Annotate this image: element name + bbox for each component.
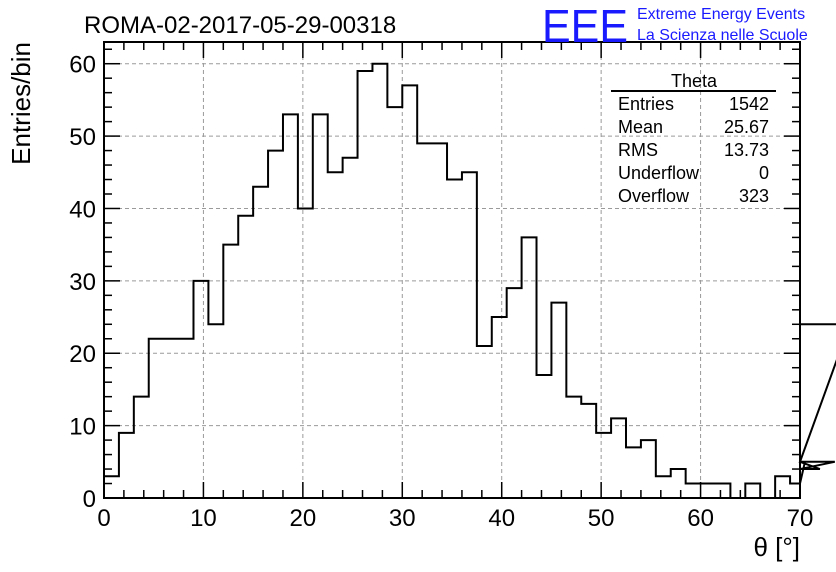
x-tick-label-10: 10	[190, 505, 217, 532]
y-tick-label-40: 40	[69, 196, 96, 223]
stats-label-rms: RMS	[618, 140, 658, 160]
stats-value-mean: 25.67	[724, 117, 769, 137]
x-tick-label-0: 0	[97, 505, 110, 532]
stats-label-underflow: Underflow	[618, 163, 700, 183]
y-tick-label-50: 50	[69, 124, 96, 151]
x-axis-label: θ [°]	[753, 532, 800, 562]
y-tick-label-30: 30	[69, 269, 96, 296]
stats-label-entries: Entries	[618, 94, 674, 114]
x-tick-label-20: 20	[290, 505, 317, 532]
logo-line2: La Scienza nelle Scuole	[637, 27, 808, 44]
y-axis-label: Entries/bin	[6, 42, 36, 165]
stats-value-entries: 1542	[729, 94, 769, 114]
stats-rows: Entries 1542 Mean 25.67 RMS 13.73 Underflow 0 Ov…	[618, 94, 769, 206]
stats-box: Theta Entries 1542 Mean 25.67 RMS 13.73 Underf…	[611, 71, 776, 206]
grid-lines	[104, 42, 800, 498]
chart-title: ROMA-02-2017-05-29-00318	[84, 12, 396, 39]
axis-ticks	[103, 42, 801, 499]
y-tick-label-60: 60	[69, 52, 96, 79]
eee-logo-icon: EEE	[542, 0, 628, 52]
logo-line1: Extreme Energy Events	[637, 6, 805, 23]
y-tick-label-20: 20	[69, 341, 96, 368]
stats-label-mean: Mean	[618, 117, 663, 137]
x-tick-labels: 0 10 20 30 40 50 60 70	[97, 505, 813, 532]
stats-label-overflow: Overflow	[618, 186, 690, 206]
x-tick-label-70: 70	[787, 505, 814, 532]
y-tick-labels: 0 10 20 30 40 50 60	[69, 52, 96, 513]
x-tick-label-50: 50	[588, 505, 615, 532]
plot-frame	[103, 41, 801, 499]
stats-value-rms: 13.73	[724, 140, 769, 160]
stats-value-underflow: 0	[759, 163, 769, 183]
x-tick-label-60: 60	[687, 505, 714, 532]
y-tick-label-0: 0	[83, 486, 96, 513]
y-tick-label-10: 10	[69, 414, 96, 441]
stats-name: Theta	[671, 71, 718, 91]
x-tick-label-30: 30	[389, 505, 416, 532]
x-tick-label-40: 40	[488, 505, 515, 532]
stats-value-overflow: 323	[739, 186, 769, 206]
